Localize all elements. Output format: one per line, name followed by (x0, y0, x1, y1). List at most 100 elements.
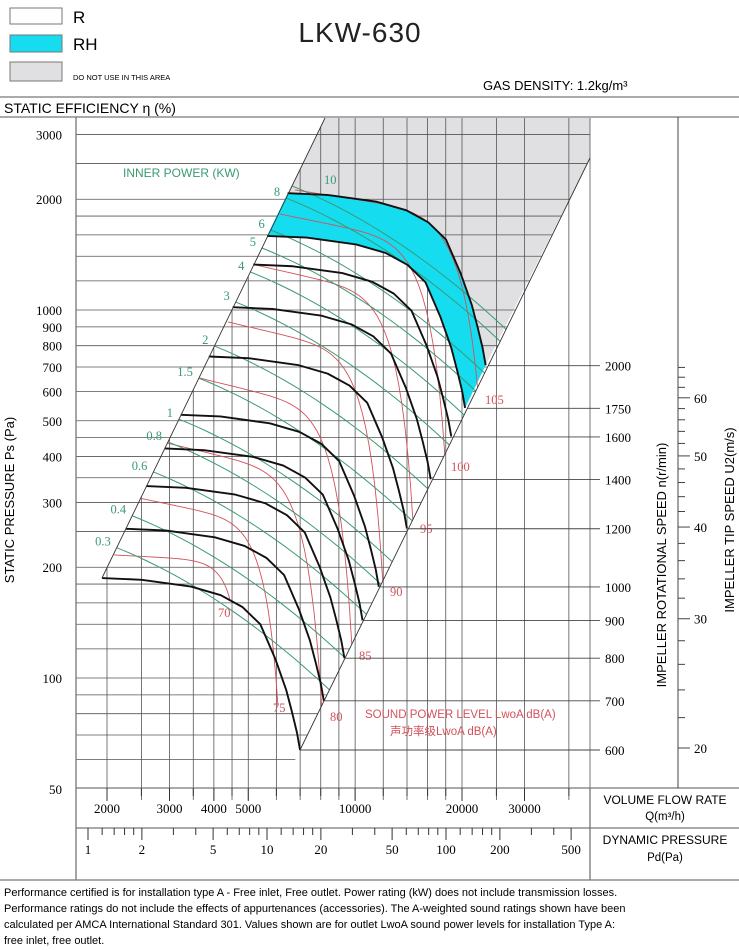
tip-speed-tick-label: 20 (694, 741, 707, 756)
power-label: 0.3 (95, 535, 111, 549)
speed-tick-label: 800 (605, 651, 625, 666)
dp-tick-label: 2 (139, 842, 146, 857)
power-label: 10 (324, 173, 337, 187)
sound-line-100 (279, 213, 446, 457)
chart-title: LKW-630 (298, 17, 421, 48)
power-label: 3 (224, 289, 230, 303)
speed-tick-label: 2000 (605, 359, 631, 374)
footer-line: Performance ratings do not include the e… (4, 903, 625, 915)
speed-tick-label: 1200 (605, 522, 631, 537)
speed-tick-label: 1400 (605, 473, 631, 488)
legend-swatch-rh (9, 34, 63, 53)
dp-tick-label: 20 (314, 842, 327, 857)
sound-label: 85 (359, 649, 372, 663)
curve-labels: 0.30.40.60.811.5234568107075808590951001… (95, 173, 504, 724)
footer-line: free inlet, free outlet. (4, 935, 104, 947)
sound-line-85 (199, 377, 353, 648)
y-tick-label: 700 (43, 360, 63, 375)
y-tick-label: 300 (43, 495, 63, 510)
speed-tick-label: 700 (605, 694, 625, 709)
legend-label-restricted: DO NOT USE IN THIS AREA (73, 73, 170, 82)
tip-speed-tick-label: 60 (694, 391, 707, 406)
dp-axis-label: DYNAMIC PRESSURE (603, 833, 728, 847)
speed-curve-1400 (232, 306, 432, 480)
power-title: INNER POWER (KW) (123, 166, 240, 180)
footer-line: calculated per AMCA International Standa… (4, 919, 615, 931)
speed-curve-1200 (208, 355, 408, 529)
x-axis-label: VOLUME FLOW RATE (603, 793, 726, 807)
legend-swatch-r (9, 7, 63, 25)
dp-tick-label: 5 (210, 842, 217, 857)
power-label: 8 (274, 185, 280, 199)
y-tick-label: 800 (43, 339, 63, 354)
sound-label: 100 (451, 460, 470, 474)
tip-speed-tick-label: 40 (694, 520, 707, 535)
sound-label: 105 (485, 393, 504, 407)
y-tick-label: 1000 (36, 303, 62, 318)
y-tick-label: 50 (49, 782, 62, 797)
power-label: 5 (250, 235, 256, 249)
footer-notes: Performance certified is for installatio… (4, 887, 625, 947)
dp-tick-label: 10 (261, 842, 274, 857)
speed-curve-800 (146, 485, 346, 659)
speed-curve-900 (164, 447, 364, 621)
x-tick-label: 2000 (94, 801, 120, 816)
legend-label-r: R (73, 8, 85, 27)
sound-label: 70 (218, 606, 231, 620)
y-tick-label: 200 (43, 560, 63, 575)
speed-curves (101, 192, 487, 751)
x-tick-label: 20000 (446, 801, 479, 816)
dp-tick-label: 200 (490, 842, 510, 857)
dp-tick-label: 500 (561, 842, 581, 857)
y-tick-label: 2000 (36, 192, 62, 207)
sound-label: 90 (390, 585, 403, 599)
legend-label-rh: RH (73, 35, 98, 54)
sound-label: 80 (330, 710, 343, 724)
speed-tick-label: 1750 (605, 401, 631, 416)
y-tick-label: 100 (43, 671, 63, 686)
sound-title-cn: 声功率级LwoA dB(A) (390, 724, 497, 738)
power-line-0.8 (167, 441, 469, 676)
left-boundary (101, 117, 326, 579)
x-tick-label: 5000 (235, 801, 261, 816)
restricted-area (287, 118, 590, 366)
power-label: 2 (202, 333, 208, 347)
dp-tick-label: 50 (386, 842, 399, 857)
dp-axis-unit: Pd(Pa) (647, 852, 683, 864)
y-tick-label: 500 (43, 414, 63, 429)
sound-line-90 (227, 321, 384, 585)
speed-curve-1600 (253, 263, 453, 437)
power-label: 0.6 (132, 459, 148, 473)
grid (76, 118, 591, 800)
speed-axis-label: IMPELLER ROTATIONAL SPEED n(r/min) (654, 443, 669, 688)
rh-band (267, 193, 486, 408)
sound-label: 75 (273, 701, 286, 715)
speed-curve-600 (101, 577, 301, 751)
legend-swatch-restricted (9, 61, 63, 82)
sound-title: SOUND POWER LEVEL LwoA dB(A) (365, 709, 556, 721)
x-tick-label: 4000 (201, 801, 227, 816)
dp-tick-label: 100 (436, 842, 456, 857)
speed-tick-label: 600 (605, 743, 625, 758)
speed-tick-label: 900 (605, 614, 625, 629)
tip-speed-tick-label: 50 (694, 449, 707, 464)
efficiency-label: STATIC EFFICIENCY η (%) (4, 100, 176, 116)
power-label: 1.5 (177, 365, 193, 379)
power-label: 0.8 (146, 429, 162, 443)
speed-tick-label: 1600 (605, 430, 631, 445)
sound-line-75 (139, 497, 279, 706)
power-label: 1 (167, 406, 173, 420)
legend: R RH DO NOT USE IN THIS AREA (9, 7, 170, 82)
speed-curve-700 (125, 527, 325, 701)
speed-tick-label: 1000 (605, 580, 631, 595)
y-tick-label: 600 (43, 385, 63, 400)
x-tick-label: 3000 (157, 801, 183, 816)
power-label: 0.4 (111, 503, 127, 517)
right-boundary (299, 157, 591, 751)
axis-ticks: 3000 2000 1000 900 800 700 600 500 400 300 200 100 5… (36, 127, 707, 857)
y-tick-label: 400 (43, 449, 63, 464)
y-tick-label: 900 (43, 320, 63, 335)
power-label: 4 (238, 259, 245, 273)
sound-line-70 (113, 554, 231, 601)
